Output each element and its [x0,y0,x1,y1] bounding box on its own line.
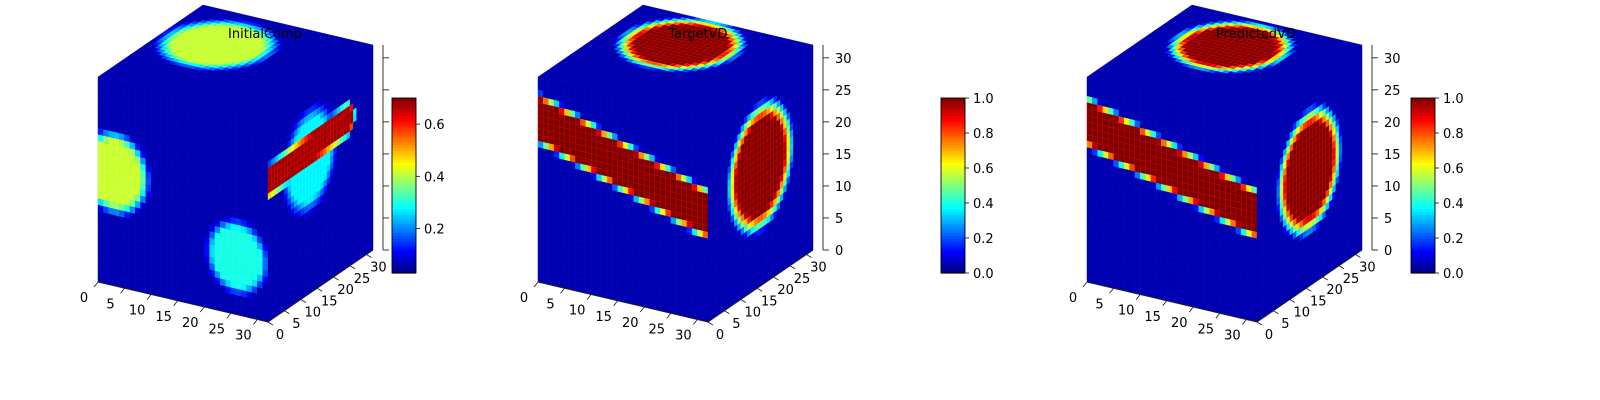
x-tick-label: 25 [649,322,666,337]
x-tick-label: 25 [1198,322,1215,337]
z-tick-label: 20 [835,116,852,131]
y-tick-label: 30 [810,261,827,276]
x-tick-label: 5 [546,297,554,312]
cube-face-side [707,44,814,323]
subplot-targetvd: 0 5 10 15 20 25 30 051015202530051015202530Targ… [520,4,994,344]
colorbar-tick-label: 0.2 [973,232,994,247]
x-tick-label: 20 [622,316,639,331]
z-axis [382,45,389,251]
x-tick-label: 0 [1069,291,1077,306]
y-tick-label: 0 [1265,328,1273,343]
colorbar-tick-label: 0.6 [973,162,994,177]
x-tick-label: 15 [1144,310,1161,325]
x-tick-label: 30 [1224,329,1241,344]
cube-face-top [97,4,374,118]
y-tick-label: 25 [1343,272,1360,287]
z-tick-label: 15 [835,148,852,163]
x-tick-label: 15 [595,310,612,325]
x-axis: 0 5 10 15 20 25 30 [520,281,709,344]
z-tick-label: 10 [1384,180,1401,195]
y-tick-label: 30 [1359,261,1376,276]
colorbar-tick-label: 0.6 [1443,162,1464,177]
y-tick-label: 30 [370,261,387,276]
z-tick-label: 0 [1384,244,1392,259]
cube-face-top [1086,4,1363,118]
y-tick-label: 0 [716,328,724,343]
cube-face-front [97,76,269,323]
z-tick-label: 20 [1384,116,1401,131]
colorbar-tick-label: 0.0 [973,267,994,282]
y-tick-label: 5 [732,317,740,332]
y-tick-label: 5 [292,317,300,332]
y-tick-label: 0 [276,328,284,343]
y-tick-label: 20 [1326,283,1343,298]
x-tick-label: 15 [155,310,172,325]
z-axis: 0 5 10 15 20 25 30 [822,45,852,259]
z-tick-label: 5 [1384,212,1392,227]
x-axis: 0 5 10 15 20 25 30 [80,281,269,344]
z-tick-label: 30 [835,52,852,67]
z-tick-label: 30 [1384,52,1401,67]
z-axis: 0 5 10 15 20 25 30 [1371,45,1401,259]
colorbar-tick-label: 0.6 [424,118,445,133]
subplot-title: InitialComp [228,27,302,42]
colorbar-tick-label: 0.0 [1443,267,1464,282]
x-tick-label: 30 [235,329,252,344]
y-tick-label: 25 [794,272,811,287]
cube-face-side [1256,44,1363,323]
x-tick-label: 30 [675,329,692,344]
y-tick-label: 10 [305,306,322,321]
z-tick-label: 25 [1384,84,1401,99]
z-tick-label: 25 [835,84,852,99]
colorbar-tick-label: 0.2 [424,223,445,238]
cube-face-front [1086,76,1258,323]
x-tick-label: 20 [182,316,199,331]
y-tick-label: 10 [745,306,762,321]
y-tick-label: 15 [761,294,778,309]
z-tick-label: 5 [835,212,843,227]
z-tick-label: 10 [835,180,852,195]
y-tick-label: 15 [321,294,338,309]
colorbar-tick-label: 0.4 [424,170,445,185]
colorbar: 0.0 0.2 0.4 0.6 0.8 1.0 [1410,92,1464,282]
x-tick-label: 20 [1171,316,1188,331]
x-tick-label: 5 [106,297,114,312]
colorbar-tick-label: 0.2 [1443,232,1464,247]
x-tick-label: 10 [569,304,586,319]
cube-face-side [267,44,374,323]
y-tick-label: 5 [1281,317,1289,332]
colorbar-tick-label: 0.4 [973,197,994,212]
subplot-title: PredictedVD [1216,27,1296,42]
x-tick-label: 25 [209,322,226,337]
x-tick-label: 0 [80,291,88,306]
colorbar-tick-label: 0.4 [1443,197,1464,212]
y-tick-label: 20 [337,283,354,298]
x-axis: 0 5 10 15 20 25 30 [1069,281,1258,344]
subplot-predictedvd: 0 5 10 15 20 25 30 051015202530051015202530Pred… [1069,4,1464,344]
x-tick-label: 0 [520,291,528,306]
cube-face-top [537,4,814,118]
z-tick-label: 15 [1384,148,1401,163]
cube-face-front [537,76,709,323]
colorbar-tick-label: 0.8 [973,127,994,142]
subplot-title: TargetVD [667,27,727,42]
y-tick-label: 25 [354,272,371,287]
x-tick-label: 5 [1095,297,1103,312]
x-tick-label: 10 [129,304,146,319]
colorbar-tick-label: 1.0 [973,92,994,107]
colorbar: 0.0 0.2 0.4 0.6 0.8 1.0 [940,92,994,282]
z-tick-label: 0 [835,244,843,259]
y-tick-label: 20 [777,283,794,298]
colorbar: 0.2 0.4 0.6 [391,97,445,274]
y-tick-label: 10 [1294,306,1311,321]
subplot-initialcomp: 0 5 10 15 20 25 30 051015202530InitialComp0.20.… [80,4,445,344]
colorbar-tick-label: 1.0 [1443,92,1464,107]
x-tick-label: 10 [1118,304,1135,319]
y-tick-label: 15 [1310,294,1327,309]
colorbar-tick-label: 0.8 [1443,127,1464,142]
